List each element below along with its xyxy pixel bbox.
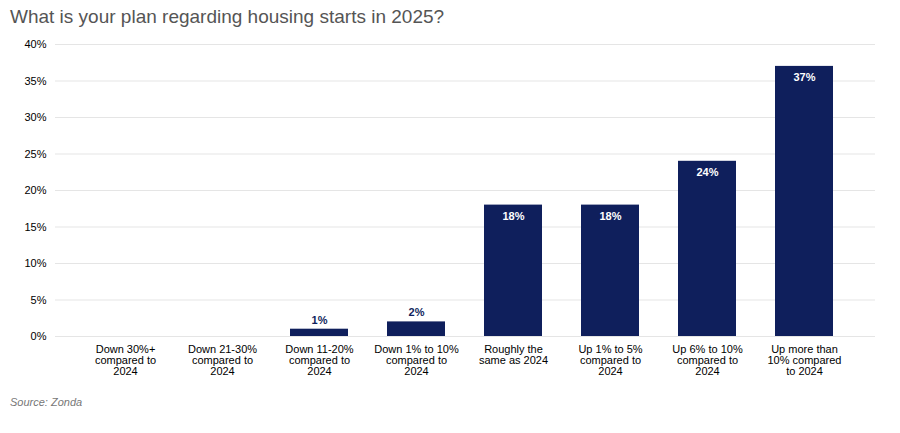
- svg-text:0%: 0%: [31, 330, 47, 342]
- svg-text:Down 30%+compared to2024: Down 30%+compared to2024: [95, 343, 156, 377]
- svg-text:40%: 40%: [24, 38, 46, 50]
- svg-text:Down 11-20%compared to2024: Down 11-20%compared to2024: [285, 343, 353, 377]
- svg-text:30%: 30%: [24, 111, 46, 123]
- svg-text:Roughly thesame as 2024: Roughly thesame as 2024: [479, 343, 548, 366]
- svg-text:10%: 10%: [24, 257, 46, 269]
- svg-text:Up 1% to 5%compared to2024: Up 1% to 5%compared to2024: [578, 343, 642, 377]
- svg-text:20%: 20%: [24, 184, 46, 196]
- svg-text:Up 6% to 10%compared to2024: Up 6% to 10%compared to2024: [672, 343, 743, 377]
- svg-text:Down 21-30%compared to2024: Down 21-30%compared to2024: [188, 343, 257, 377]
- svg-text:Up more than10% comparedto 202: Up more than10% comparedto 2024: [768, 343, 842, 377]
- svg-text:Down 1% to 10%compared to2024: Down 1% to 10%compared to2024: [374, 343, 459, 377]
- svg-text:15%: 15%: [24, 221, 46, 233]
- svg-text:5%: 5%: [31, 294, 47, 306]
- html-text:Source: Zonda: Source: Zonda: [10, 396, 83, 408]
- svg-text:1%: 1%: [312, 314, 328, 326]
- html-text:What is your plan regarding ho: What is your plan regarding housing star…: [10, 6, 445, 27]
- svg-text:25%: 25%: [24, 148, 46, 160]
- svg-text:18%: 18%: [599, 210, 621, 222]
- svg-text:24%: 24%: [696, 166, 718, 178]
- svg-text:2%: 2%: [409, 306, 425, 318]
- svg-text:18%: 18%: [502, 210, 524, 222]
- svg-text:35%: 35%: [24, 75, 46, 87]
- svg-text:37%: 37%: [793, 71, 815, 83]
